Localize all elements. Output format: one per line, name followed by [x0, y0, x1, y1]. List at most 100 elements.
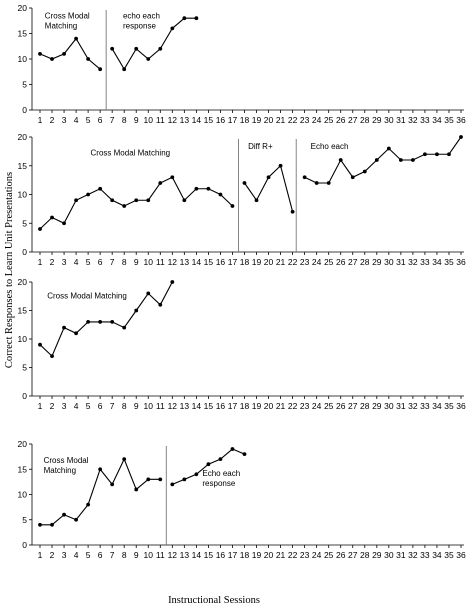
data-point — [170, 482, 175, 487]
data-point — [134, 46, 139, 51]
x-tick-label: 14 — [192, 257, 202, 267]
x-tick-label: 20 — [264, 257, 274, 267]
x-tick-label: 26 — [336, 257, 346, 267]
x-tick-label: 17 — [228, 550, 238, 560]
data-point — [110, 482, 115, 487]
y-tick-label: 10 — [18, 54, 28, 64]
x-tick-label: 23 — [300, 115, 310, 125]
x-tick-label: 19 — [252, 401, 262, 411]
x-tick-label: 31 — [396, 257, 406, 267]
y-tick-label: 0 — [22, 540, 27, 550]
y-tick-label: 15 — [18, 161, 28, 171]
phase-label: Cross Modal — [44, 456, 89, 465]
data-point — [206, 462, 211, 467]
x-tick-label: 2 — [50, 257, 55, 267]
x-tick-label: 15 — [204, 401, 214, 411]
phase-label: response — [202, 479, 235, 488]
x-tick-label: 31 — [396, 401, 406, 411]
x-tick-label: 34 — [432, 115, 442, 125]
y-tick-label: 5 — [22, 218, 27, 228]
data-point — [314, 181, 319, 185]
data-point — [74, 198, 78, 203]
x-tick-label: 6 — [98, 115, 103, 125]
x-tick-label: 5 — [86, 115, 91, 125]
x-tick-label: 8 — [122, 550, 127, 560]
y-tick-label: 20 — [18, 132, 28, 142]
x-tick-label: 26 — [336, 550, 346, 560]
data-point — [230, 447, 235, 451]
x-tick-label: 6 — [98, 401, 103, 411]
data-point — [218, 192, 223, 197]
data-point — [74, 331, 78, 336]
series-line-2 — [111, 17, 197, 71]
x-tick-label: 35 — [444, 401, 454, 411]
data-point — [62, 325, 66, 330]
x-tick-label: 35 — [444, 550, 454, 560]
x-tick-label: 15 — [204, 115, 214, 125]
x-tick-label: 11 — [156, 115, 165, 125]
x-tick-label: 22 — [288, 550, 298, 560]
x-tick-label: 13 — [180, 401, 190, 411]
data-point — [134, 198, 139, 203]
x-tick-label: 14 — [192, 115, 202, 125]
x-tick-label: 21 — [276, 401, 286, 411]
data-point — [218, 457, 223, 462]
x-tick-label: 28 — [360, 115, 370, 125]
x-tick-label: 18 — [240, 401, 250, 411]
phase-label: Echo each — [311, 142, 349, 151]
x-tick-label: 25 — [324, 550, 334, 560]
x-tick-label: 35 — [444, 257, 454, 267]
data-point — [362, 169, 367, 174]
x-tick-label: 30 — [384, 550, 394, 560]
x-tick-label: 35 — [444, 115, 454, 125]
data-point — [50, 522, 54, 527]
phase-label: Echo each — [202, 469, 240, 478]
x-tick-label: 17 — [228, 257, 238, 267]
y-tick-label: 0 — [22, 391, 27, 401]
y-tick-label: 20 — [18, 3, 28, 13]
x-tick-label: 26 — [336, 115, 346, 125]
data-point — [98, 67, 103, 72]
x-tick-label: 33 — [420, 257, 430, 267]
x-tick-label: 21 — [276, 115, 286, 125]
data-point — [158, 46, 163, 51]
y-axis-label: Correct Responses to Learn Unit Presenta… — [4, 172, 15, 368]
data-point — [266, 175, 271, 180]
x-tick-label: 18 — [240, 550, 250, 560]
x-tick-label: 10 — [144, 550, 154, 560]
x-tick-label: 28 — [360, 401, 370, 411]
data-point — [38, 52, 42, 56]
x-tick-label: 3 — [62, 115, 67, 125]
x-tick-label: 36 — [456, 550, 466, 560]
phase-label: echo each — [123, 12, 160, 21]
series-line-2 — [244, 164, 294, 212]
x-tick-label: 28 — [360, 257, 370, 267]
x-tick-label: 20 — [264, 550, 274, 560]
x-tick-label: 24 — [312, 257, 322, 267]
data-point — [98, 467, 103, 472]
y-tick-label: 0 — [22, 247, 27, 257]
data-point — [134, 308, 139, 313]
x-tick-label: 4 — [74, 257, 79, 267]
x-tick-label: 22 — [288, 257, 298, 267]
x-tick-label: 14 — [192, 550, 202, 560]
phase-label: Cross Modal Matching — [91, 148, 171, 157]
x-tick-label: 9 — [134, 115, 139, 125]
x-tick-label: 3 — [62, 550, 67, 560]
x-tick-label: 2 — [50, 550, 55, 560]
x-tick-label: 24 — [312, 401, 322, 411]
data-point — [98, 320, 103, 324]
x-tick-label: 7 — [110, 257, 115, 267]
x-tick-label: 19 — [252, 257, 262, 267]
phase-label: response — [123, 22, 156, 31]
x-tick-label: 8 — [122, 257, 127, 267]
x-tick-label: 15 — [204, 550, 214, 560]
data-point — [423, 152, 427, 157]
x-tick-label: 10 — [144, 115, 154, 125]
x-tick-label: 10 — [144, 401, 154, 411]
phase-label: Diff R+ — [248, 142, 273, 151]
x-tick-label: 22 — [288, 401, 298, 411]
